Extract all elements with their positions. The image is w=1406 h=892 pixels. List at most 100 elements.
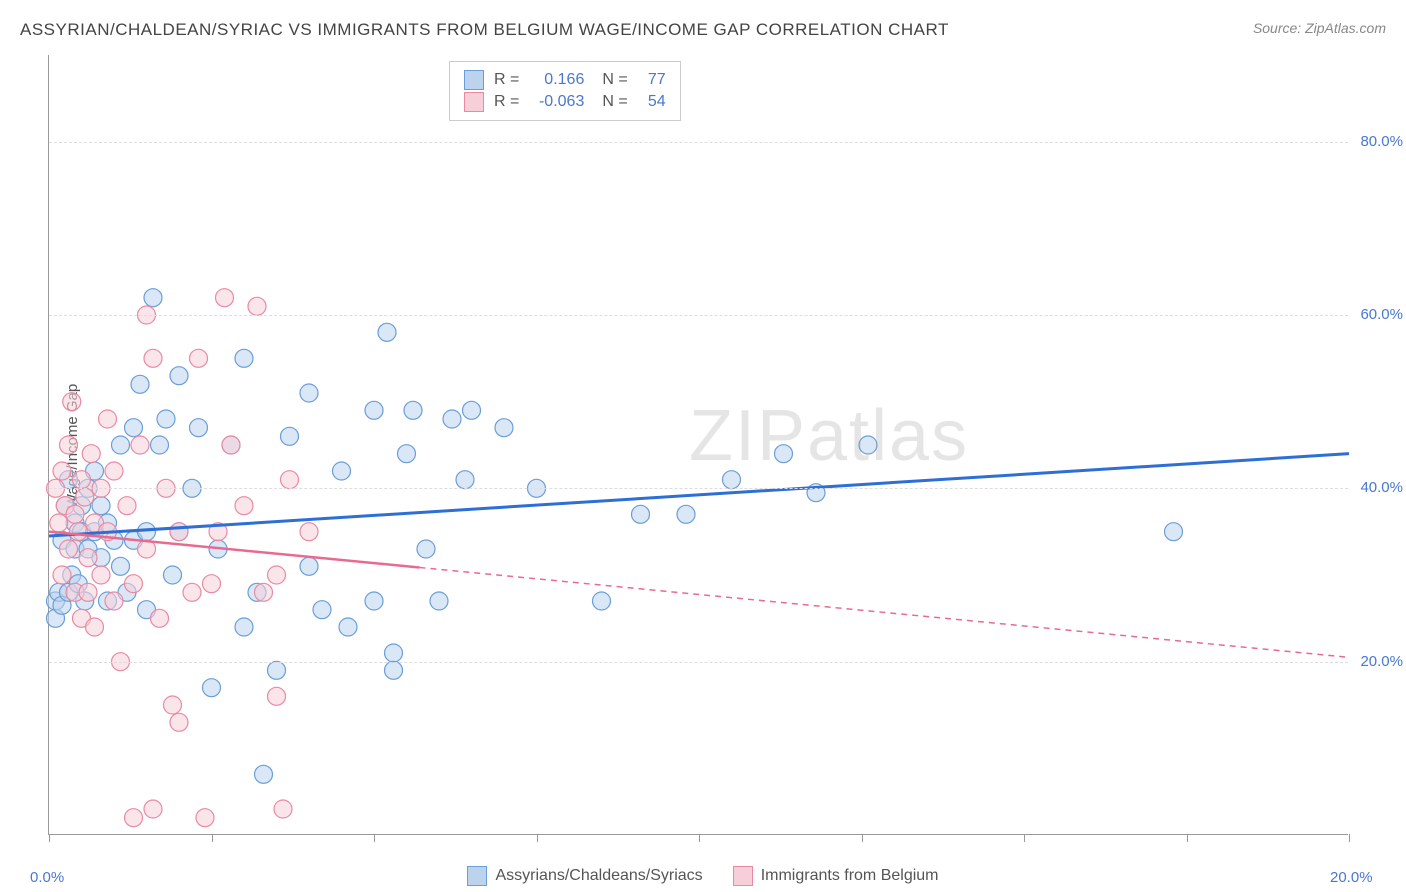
scatter-point <box>60 540 78 558</box>
scatter-point <box>79 549 97 567</box>
legend-row: R = 0.166 N = 77 <box>464 70 666 90</box>
scatter-point <box>144 800 162 818</box>
scatter-point <box>430 592 448 610</box>
scatter-point <box>79 583 97 601</box>
scatter-point <box>86 618 104 636</box>
scatter-point <box>53 566 71 584</box>
scatter-point <box>300 557 318 575</box>
scatter-point <box>333 462 351 480</box>
scatter-point <box>92 497 110 515</box>
x-tick <box>699 834 700 842</box>
scatter-point <box>131 436 149 454</box>
chart-title: ASSYRIAN/CHALDEAN/SYRIAC VS IMMIGRANTS F… <box>20 20 949 40</box>
x-tick <box>1349 834 1350 842</box>
scatter-point <box>118 497 136 515</box>
legend-n-label: N = <box>602 71 627 89</box>
x-tick <box>1024 834 1025 842</box>
x-tick <box>212 834 213 842</box>
scatter-point <box>203 679 221 697</box>
y-tick-label: 80.0% <box>1360 133 1403 150</box>
scatter-point <box>268 661 286 679</box>
scatter-point <box>92 566 110 584</box>
scatter-point <box>183 583 201 601</box>
scatter-point <box>99 410 117 428</box>
scatter-point <box>1165 523 1183 541</box>
scatter-point <box>300 523 318 541</box>
legend-r-value: -0.063 <box>529 93 584 111</box>
legend-r-label: R = <box>494 93 519 111</box>
scatter-point <box>203 575 221 593</box>
scatter-point <box>398 445 416 463</box>
scatter-point <box>60 436 78 454</box>
scatter-point <box>196 809 214 827</box>
y-tick-label: 20.0% <box>1360 653 1403 670</box>
scatter-point <box>164 696 182 714</box>
scatter-point <box>66 505 84 523</box>
scatter-point <box>105 592 123 610</box>
scatter-point <box>69 523 87 541</box>
legend-item: Immigrants from Belgium <box>733 866 939 886</box>
legend-r-value: 0.166 <box>529 71 584 89</box>
scatter-point <box>378 323 396 341</box>
scatter-point <box>157 410 175 428</box>
scatter-point <box>255 583 273 601</box>
scatter-point <box>300 384 318 402</box>
x-tick <box>1187 834 1188 842</box>
trend-line-dashed <box>420 567 1350 657</box>
scatter-point <box>50 514 68 532</box>
scatter-point <box>144 349 162 367</box>
x-tick <box>49 834 50 842</box>
legend-n-value: 77 <box>638 71 666 89</box>
scatter-point <box>255 765 273 783</box>
gridline-h <box>49 315 1348 316</box>
legend-label: Immigrants from Belgium <box>761 867 939 885</box>
scatter-point <box>170 367 188 385</box>
legend-swatch <box>733 866 753 886</box>
scatter-point <box>859 436 877 454</box>
legend-n-value: 54 <box>638 93 666 111</box>
scatter-point <box>131 375 149 393</box>
legend-item: Assyrians/Chaldeans/Syriacs <box>467 866 702 886</box>
x-tick <box>374 834 375 842</box>
scatter-point <box>248 297 266 315</box>
scatter-point <box>417 540 435 558</box>
y-tick-label: 60.0% <box>1360 306 1403 323</box>
scatter-point <box>53 462 71 480</box>
legend-row: R = -0.063 N = 54 <box>464 92 666 112</box>
scatter-point <box>125 809 143 827</box>
scatter-point <box>775 445 793 463</box>
series-legend: Assyrians/Chaldeans/Syriacs Immigrants fr… <box>0 866 1406 886</box>
scatter-point <box>385 644 403 662</box>
scatter-point <box>235 497 253 515</box>
correlation-legend: R = 0.166 N = 77 R = -0.063 N = 54 <box>449 61 681 121</box>
scatter-point <box>82 445 100 463</box>
scatter-point <box>632 505 650 523</box>
scatter-point <box>235 618 253 636</box>
x-tick <box>537 834 538 842</box>
chart-plot-area: ZIPatlas R =0.166N =77R =-0.063N =54 20.… <box>48 55 1348 835</box>
scatter-point <box>125 419 143 437</box>
scatter-point <box>443 410 461 428</box>
scatter-point <box>112 557 130 575</box>
legend-n-label: N = <box>602 93 627 111</box>
scatter-point <box>63 393 81 411</box>
gridline-h <box>49 142 1348 143</box>
scatter-point <box>164 566 182 584</box>
scatter-point <box>268 566 286 584</box>
scatter-point <box>456 471 474 489</box>
scatter-point <box>365 592 383 610</box>
scatter-point <box>112 436 130 454</box>
x-tick-label: 0.0% <box>30 869 64 886</box>
scatter-point <box>235 349 253 367</box>
scatter-point <box>463 401 481 419</box>
x-tick-label: 20.0% <box>1330 869 1373 886</box>
scatter-point <box>404 401 422 419</box>
scatter-point <box>76 488 94 506</box>
legend-r-label: R = <box>494 71 519 89</box>
scatter-point <box>105 462 123 480</box>
scatter-point <box>151 436 169 454</box>
scatter-point <box>125 575 143 593</box>
scatter-point <box>385 661 403 679</box>
scatter-point <box>151 609 169 627</box>
y-tick-label: 40.0% <box>1360 479 1403 496</box>
